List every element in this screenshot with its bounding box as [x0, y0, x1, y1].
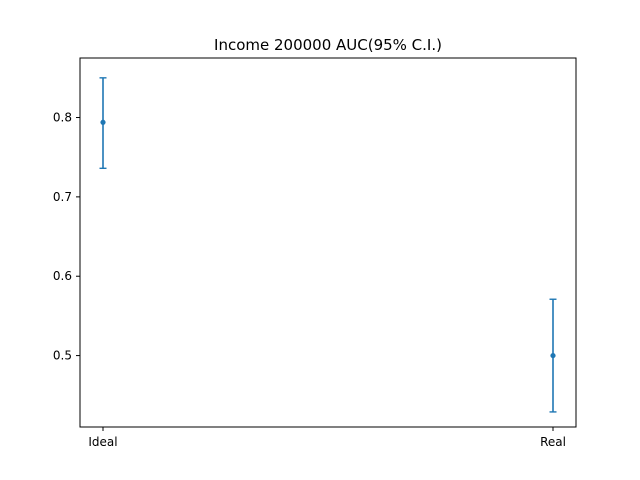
data-marks — [99, 77, 557, 413]
x-tick-label: Real — [540, 435, 566, 449]
y-axis: 0.5 0.6 0.7 0.8 — [53, 111, 80, 363]
x-tick-label: Ideal — [88, 435, 117, 449]
y-tick-label: 0.8 — [53, 111, 72, 125]
y-tick-label: 0.7 — [53, 190, 72, 204]
data-point — [550, 352, 556, 359]
y-tick-label: 0.5 — [53, 349, 72, 363]
plot-area — [79, 57, 577, 428]
x-axis: Ideal Real — [88, 427, 566, 449]
y-tick-label: 0.6 — [53, 269, 72, 283]
chart-title: Income 200000 AUC(95% C.I.) — [214, 36, 442, 54]
data-point — [100, 119, 106, 125]
